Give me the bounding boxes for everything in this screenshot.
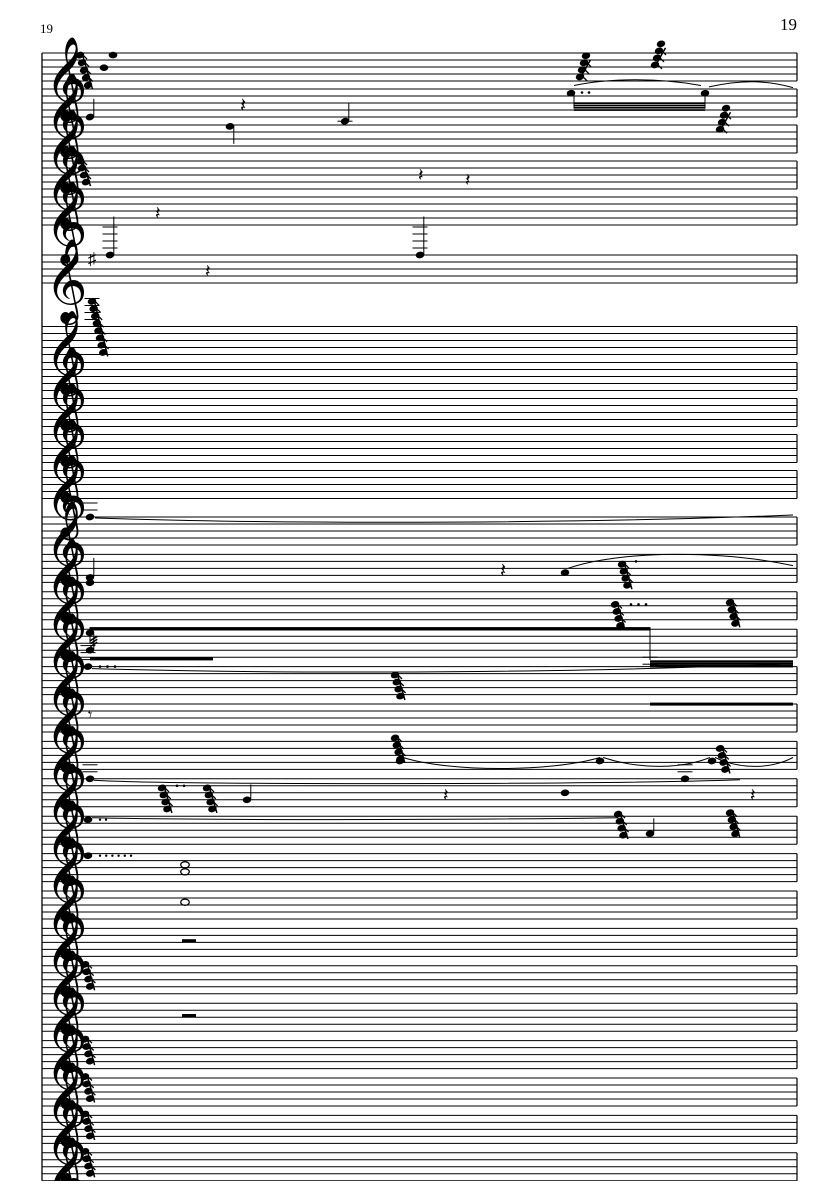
- svg-text:𝄾: 𝄾: [88, 707, 92, 724]
- svg-text:𝄽: 𝄽: [750, 785, 756, 805]
- svg-text:19: 19: [780, 15, 797, 34]
- svg-text:𝄽: 𝄽: [205, 261, 211, 281]
- svg-text:19: 19: [40, 21, 53, 36]
- svg-text:𝄽: 𝄽: [443, 785, 449, 805]
- svg-text:𝄽: 𝄽: [240, 95, 246, 117]
- svg-text:𝄞: 𝄞: [45, 1137, 88, 1181]
- svg-text:𝄽: 𝄽: [465, 170, 471, 190]
- svg-text:𝄽: 𝄽: [500, 560, 506, 582]
- svg-text:♯: ♯: [88, 249, 97, 268]
- svg-text:𝄽: 𝄽: [155, 203, 161, 223]
- svg-text:𝄽: 𝄽: [418, 165, 424, 185]
